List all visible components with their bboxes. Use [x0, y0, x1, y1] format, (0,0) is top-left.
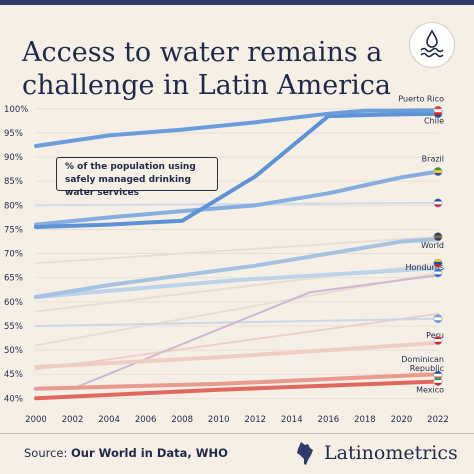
x-tick-label: 2014 — [281, 415, 303, 425]
series-line-dominican-republic — [34, 372, 440, 391]
y-tick-label: 50% — [4, 346, 23, 356]
y-tick-label: 95% — [4, 129, 23, 139]
y-tick-label: 55% — [4, 322, 23, 332]
x-tick-label: 2008 — [171, 415, 193, 425]
y-tick-label: 70% — [4, 250, 23, 260]
series-end-label: Peru — [426, 331, 444, 340]
series-end-label: Honduras — [406, 263, 445, 272]
y-tick-label: 60% — [4, 298, 23, 308]
y-tick-label: 85% — [4, 177, 23, 187]
series-line-background — [35, 312, 439, 371]
series-end-label: Dominican — [401, 355, 444, 364]
series-line-mexico — [34, 379, 440, 401]
x-tick-label: 2000 — [25, 415, 47, 425]
peru-flag-icon — [433, 335, 443, 345]
series-end-label: Chile — [424, 117, 444, 126]
x-tick-label: 2018 — [354, 415, 376, 425]
series-end-label: Brazil — [422, 155, 444, 164]
y-tick-label: 100% — [4, 105, 28, 115]
water-badge — [409, 22, 455, 68]
x-tick-label: 2016 — [318, 415, 340, 425]
brazil-flag-icon — [433, 167, 443, 177]
title-line-1: Access to water remains a — [22, 37, 383, 69]
series-end-label: Republic — [410, 364, 444, 373]
series-end-label: Mexico — [416, 385, 444, 394]
series-line-brazil — [34, 169, 440, 227]
y-tick-label: 40% — [4, 394, 23, 404]
colombia-flag-icon — [433, 258, 443, 268]
world-flag-icon — [433, 232, 443, 242]
series-end-label: World — [421, 241, 444, 250]
y-tick-label: 45% — [4, 370, 23, 380]
x-tick-label: 2002 — [62, 415, 84, 425]
series-line-background — [35, 235, 439, 265]
series-line-peru — [34, 340, 440, 369]
top-accent-bar — [0, 0, 474, 5]
brand-name: Latinometrics — [324, 442, 458, 464]
footer-divider — [0, 433, 474, 434]
y-tick-label: 90% — [4, 153, 23, 163]
chart-title: Access to water remains a challenge in L… — [22, 36, 402, 102]
x-tick-label: 2020 — [391, 415, 413, 425]
honduras-flag-icon — [433, 268, 443, 278]
costa-rica-flag-icon — [433, 198, 443, 208]
brand-logo: Latinometrics — [292, 440, 458, 466]
source-name: Our World in Data, WHO — [71, 446, 228, 460]
y-tick-label: 80% — [4, 201, 23, 211]
x-tick-label: 2004 — [98, 415, 120, 425]
chile-flag-icon — [433, 109, 443, 119]
latinometrics-logo-icon — [297, 442, 313, 465]
water-waves-icon — [420, 29, 444, 58]
source-prefix: Source: — [24, 446, 72, 460]
x-tick-label: 2010 — [208, 415, 230, 425]
title-line-2: challenge in Latin America — [22, 70, 392, 102]
series-line-chile — [34, 111, 440, 229]
series-end-label: Puerto Rico — [398, 94, 444, 103]
y-tick-label: 65% — [4, 274, 23, 284]
x-tick-label: 2006 — [135, 415, 157, 425]
y-tick-label: 75% — [4, 225, 23, 235]
x-tick-label: 2012 — [244, 415, 266, 425]
series-line-background — [71, 274, 439, 390]
series-line-puerto-rico — [34, 108, 440, 148]
series-line-honduras — [34, 266, 440, 299]
source-note: Source: Our World in Data, WHO — [24, 446, 228, 460]
x-tick-label: 2022 — [427, 415, 449, 425]
mexico-flag-icon — [433, 376, 443, 386]
series-line-world — [34, 237, 440, 299]
guatemala-flag-icon — [433, 314, 443, 324]
series-line-background — [35, 201, 439, 207]
chart-callout: % of the population using safely managed… — [56, 157, 218, 198]
